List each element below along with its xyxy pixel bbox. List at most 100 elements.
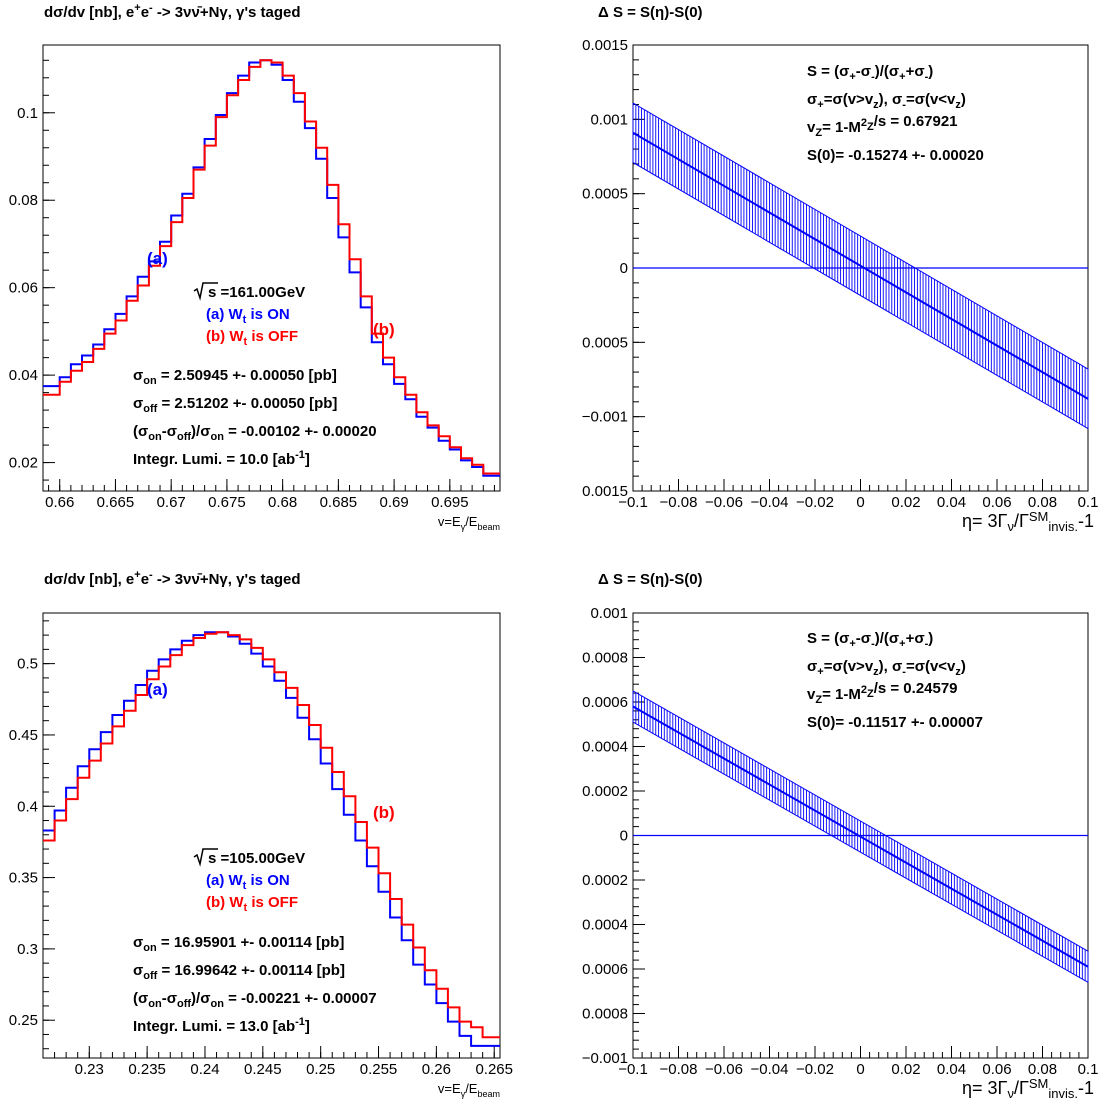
sigma-on-label: σon = 16.95901 +- 0.00114 [pb] (133, 934, 344, 954)
histogram-panel: dσ/dv [nb], e+e- -> 3νν̄+Nγ, γ's taged 0.… (9, 569, 513, 1099)
sqrt-symbol (193, 848, 218, 867)
asym-y-tick-label: 0.001 (590, 111, 628, 128)
asym-y-tick-label: 0.0004 (582, 917, 628, 934)
sqrt-s-label: s =161.00GeV (208, 284, 305, 301)
hist-x-tick-label: 0.66 (45, 494, 74, 511)
asym-x-tick-label: 0.02 (891, 1061, 920, 1078)
hist-y-tick-label: 0.45 (9, 727, 38, 744)
s0-label: S(0)= -0.11517 +- 0.00007 (807, 714, 983, 731)
hist-x-tick-label: 0.25 (306, 1061, 335, 1078)
asym-x-tick-label: 0.04 (937, 494, 966, 511)
asym-x-tick-label: −0.04 (751, 494, 789, 511)
asym-y-tick-label: 0.0006 (582, 961, 628, 978)
hist-x-tick-label: 0.26 (422, 1061, 451, 1078)
asymmetry-panel: Δ S = S(η)-S(0) −0.1 −0.08 −0.06 −0.04 −0.02 0… (582, 4, 1099, 534)
hist-x-tick-label: 0.68 (268, 494, 297, 511)
asym-y-tick-label: 0.0005 (582, 334, 628, 351)
hist-y-tick-label: 0.1 (17, 105, 38, 122)
legend-on: (a) Wt is ON (206, 872, 290, 892)
asym-y-tick-label: 0.0006 (582, 694, 628, 711)
hist-y-tick-label: 0.5 (17, 656, 38, 673)
asym-x-tick-label: 0.1 (1078, 1061, 1099, 1078)
x-axis-label: v=Eγ/Ebeam (438, 514, 500, 532)
asym-y-tick-label: 0.0008 (582, 650, 628, 667)
asym-x-tick-label: 0.02 (891, 494, 920, 511)
ratio-label: (σon-σoff)/σon = -0.00102 +- 0.00020 (133, 423, 377, 443)
hist-x-tick-label: 0.23 (75, 1061, 104, 1078)
hist-x-tick-label: 0.235 (128, 1061, 166, 1078)
asym-x-tick-label: 0.06 (982, 494, 1011, 511)
legend-off: (b) Wt is OFF (206, 894, 298, 914)
asym-x-tick-label: −0.02 (796, 1061, 834, 1078)
asym-y-tick-label: 0.0002 (582, 872, 628, 889)
asym-x-tick-label: 0.06 (982, 1061, 1011, 1078)
asym-y-tick-label: 0.0002 (582, 783, 628, 800)
vz-label: vZ= 1-M2Z/s = 0.24579 (807, 680, 958, 706)
hist-x-tick-label: 0.24 (190, 1061, 219, 1078)
band-lower-edge (632, 162, 1089, 429)
chart-title: dσ/dv [nb], e+e- -> 3νν̄+Nγ, γ's taged (44, 2, 301, 21)
asym-definition: S = (σ+-σ-)/(σ++σ-) (807, 630, 933, 650)
sqrt-symbol (193, 282, 218, 301)
asym-y-tick-label: 0.001 (590, 605, 628, 622)
hist-x-tick-label: 0.245 (244, 1061, 282, 1078)
hist-y-tick-label: 0.35 (9, 870, 38, 887)
ratio-label: (σon-σoff)/σon = -0.00221 +- 0.00007 (133, 990, 377, 1010)
curve-label-b: (b) (373, 803, 395, 822)
vz-label: vZ= 1-M2Z/s = 0.67921 (807, 113, 958, 139)
asym-x-tick-label: 0.04 (937, 1061, 966, 1078)
hist-x-tick-label: 0.67 (157, 494, 186, 511)
sigma-definitions: σ+=σ(v>vz), σ-=σ(v<vz) (807, 658, 966, 678)
asym-x-tick-label: 0 (856, 494, 864, 511)
curve-label-a: (a) (147, 680, 168, 699)
band-upper-edge (632, 690, 1089, 952)
hist-y-tick-label: 0.25 (9, 1012, 38, 1029)
asym-y-tick-label: 0.0015 (582, 37, 628, 54)
asym-x-tick-label: 0.08 (1028, 1061, 1057, 1078)
band-lower-edge (632, 721, 1089, 983)
series-on-line (43, 631, 500, 1047)
asym-x-tick-label: −0.08 (660, 1061, 698, 1078)
sigma-on-label: σon = 2.50945 +- 0.00050 [pb] (133, 367, 337, 387)
hist-x-tick-label: 0.665 (97, 494, 135, 511)
series-on-line (43, 59, 500, 477)
chart-title: Δ S = S(η)-S(0) (598, 4, 703, 21)
asym-x-tick-label: 0 (856, 1061, 864, 1078)
asym-y-tick-label: 0 (620, 260, 628, 277)
hist-x-tick-label: 0.695 (431, 494, 469, 511)
hist-y-tick-label: 0.04 (9, 367, 38, 384)
hist-y-tick-label: 0.08 (9, 192, 38, 209)
legend-on: (a) Wt is ON (206, 306, 290, 326)
asym-y-tick-label: 0 (620, 828, 628, 845)
asym-x-tick-label: −0.06 (705, 494, 743, 511)
hist-x-tick-label: 0.675 (208, 494, 246, 511)
hist-y-tick-label: 0.4 (17, 798, 38, 815)
hist-x-tick-label: 0.685 (320, 494, 358, 511)
asym-x-tick-label: −0.06 (705, 1061, 743, 1078)
hist-x-tick-label: 0.255 (360, 1061, 398, 1078)
hist-y-tick-label: 0.3 (17, 941, 38, 958)
hist-x-tick-label: 0.265 (475, 1061, 513, 1078)
asym-y-tick-label: 0.0004 (582, 739, 628, 756)
x-axis-label: η= 3Γν/ΓSMinvis.-1 (962, 1076, 1094, 1101)
legend-off: (b) Wt is OFF (206, 328, 298, 348)
asym-x-tick-label: −0.1 (618, 1061, 648, 1078)
hist-y-tick-label: 0.06 (9, 280, 38, 297)
hist-x-tick-label: 0.69 (380, 494, 409, 511)
chart-title: Δ S = S(η)-S(0) (598, 571, 703, 588)
asym-y-tick-label: −0.001 (582, 1050, 628, 1067)
sigma-off-label: σoff = 2.51202 +- 0.00050 [pb] (133, 395, 337, 415)
lumi-label: Integr. Lumi. = 10.0 [ab-1] (133, 449, 310, 468)
s0-label: S(0)= -0.15274 +- 0.00020 (807, 147, 984, 164)
asym-x-tick-label: −0.08 (660, 494, 698, 511)
series-off-line (43, 59, 500, 475)
asym-x-tick-label: −0.02 (796, 494, 834, 511)
asym-x-tick-label: −0.04 (751, 1061, 789, 1078)
central-line (632, 705, 1089, 968)
asym-y-tick-label: 0.0005 (582, 186, 628, 203)
x-axis-label: η= 3Γν/ΓSMinvis.-1 (962, 509, 1094, 534)
sigma-definitions: σ+=σ(v>vz), σ-=σ(v<vz) (807, 91, 966, 111)
asym-y-tick-label: −0.001 (582, 409, 628, 426)
curve-label-b: (b) (373, 320, 395, 339)
